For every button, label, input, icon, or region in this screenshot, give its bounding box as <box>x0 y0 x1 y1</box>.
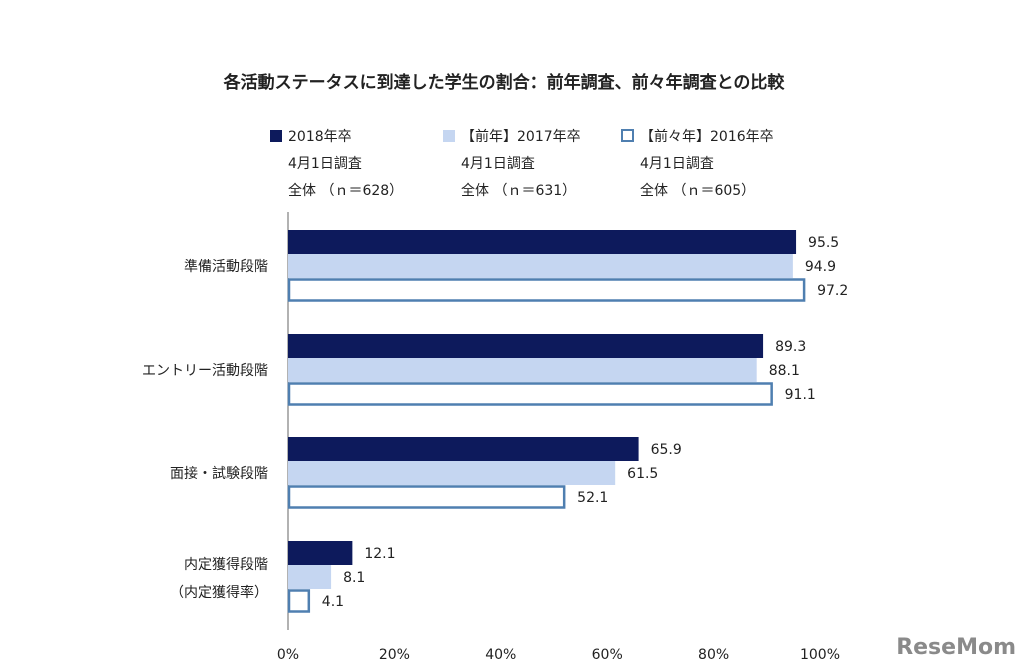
category-label: 面接・試験段階 <box>170 465 268 482</box>
data-label: 52.1 <box>577 490 608 506</box>
legend-entry: 2018年卒 <box>288 129 352 145</box>
legend-entry: 全体 （ｎ＝605） <box>640 182 755 199</box>
x-tick-label: 60% <box>592 647 623 663</box>
bar <box>288 254 793 278</box>
bar <box>287 382 773 406</box>
category-label: エントリー活動段階 <box>142 363 268 379</box>
legend-swatch <box>443 130 455 142</box>
legend-swatch <box>621 129 634 142</box>
bar <box>288 334 764 358</box>
bar <box>288 461 616 485</box>
x-tick-label: 80% <box>698 647 729 663</box>
x-tick-label: 20% <box>379 647 410 663</box>
x-tick-label: 40% <box>485 647 516 663</box>
x-tick-label: 0% <box>277 647 299 663</box>
watermark-logo: ReseMom <box>896 635 1016 660</box>
legend-entry: 全体 （ｎ＝631） <box>461 182 576 199</box>
data-label: 12.1 <box>364 546 395 562</box>
data-label: 65.9 <box>651 442 682 458</box>
category-label: 準備活動段階 <box>184 259 268 275</box>
bar <box>288 565 332 589</box>
bars: 95.5 94.9 97.2 89.3 88.1 91.1 65.9 61.5 52.1 12.1… <box>287 230 848 613</box>
data-label: 88.1 <box>769 363 800 379</box>
bar <box>287 589 311 613</box>
data-label: 61.5 <box>627 466 658 482</box>
bar <box>288 541 353 565</box>
legend-entry: 全体 （ｎ＝628） <box>288 182 403 199</box>
chart-title: 各活動ステータスに到達した学生の割合：前年調査、前々年調査との比較 <box>223 72 786 93</box>
bar <box>287 278 806 302</box>
legend-entry: 4月1日調査 <box>461 156 535 172</box>
data-label: 95.5 <box>808 235 839 251</box>
legend-entry: 4月1日調査 <box>288 156 362 172</box>
data-label: 8.1 <box>343 570 365 586</box>
x-tick-label: 100% <box>800 647 840 663</box>
data-label: 94.9 <box>805 259 836 275</box>
data-label: 97.2 <box>817 283 848 299</box>
bar <box>288 358 757 382</box>
legend-entry: 【前年】2017年卒 <box>461 128 581 145</box>
data-label: 89.3 <box>775 339 806 355</box>
data-label: 4.1 <box>322 594 344 610</box>
legend-swatch <box>270 130 282 142</box>
legend-entry: 4月1日調査 <box>640 156 714 172</box>
bar <box>288 437 639 461</box>
data-label: 91.1 <box>785 387 816 403</box>
x-axis-ticks: 0% 20% 40% 60% 80% 100% <box>277 647 840 663</box>
legend-entry: 【前々年】2016年卒 <box>640 128 774 145</box>
category-label: （内定獲得率） <box>170 584 268 601</box>
bar <box>288 230 797 254</box>
category-label: 内定獲得段階 <box>184 556 268 573</box>
bar <box>287 485 566 509</box>
